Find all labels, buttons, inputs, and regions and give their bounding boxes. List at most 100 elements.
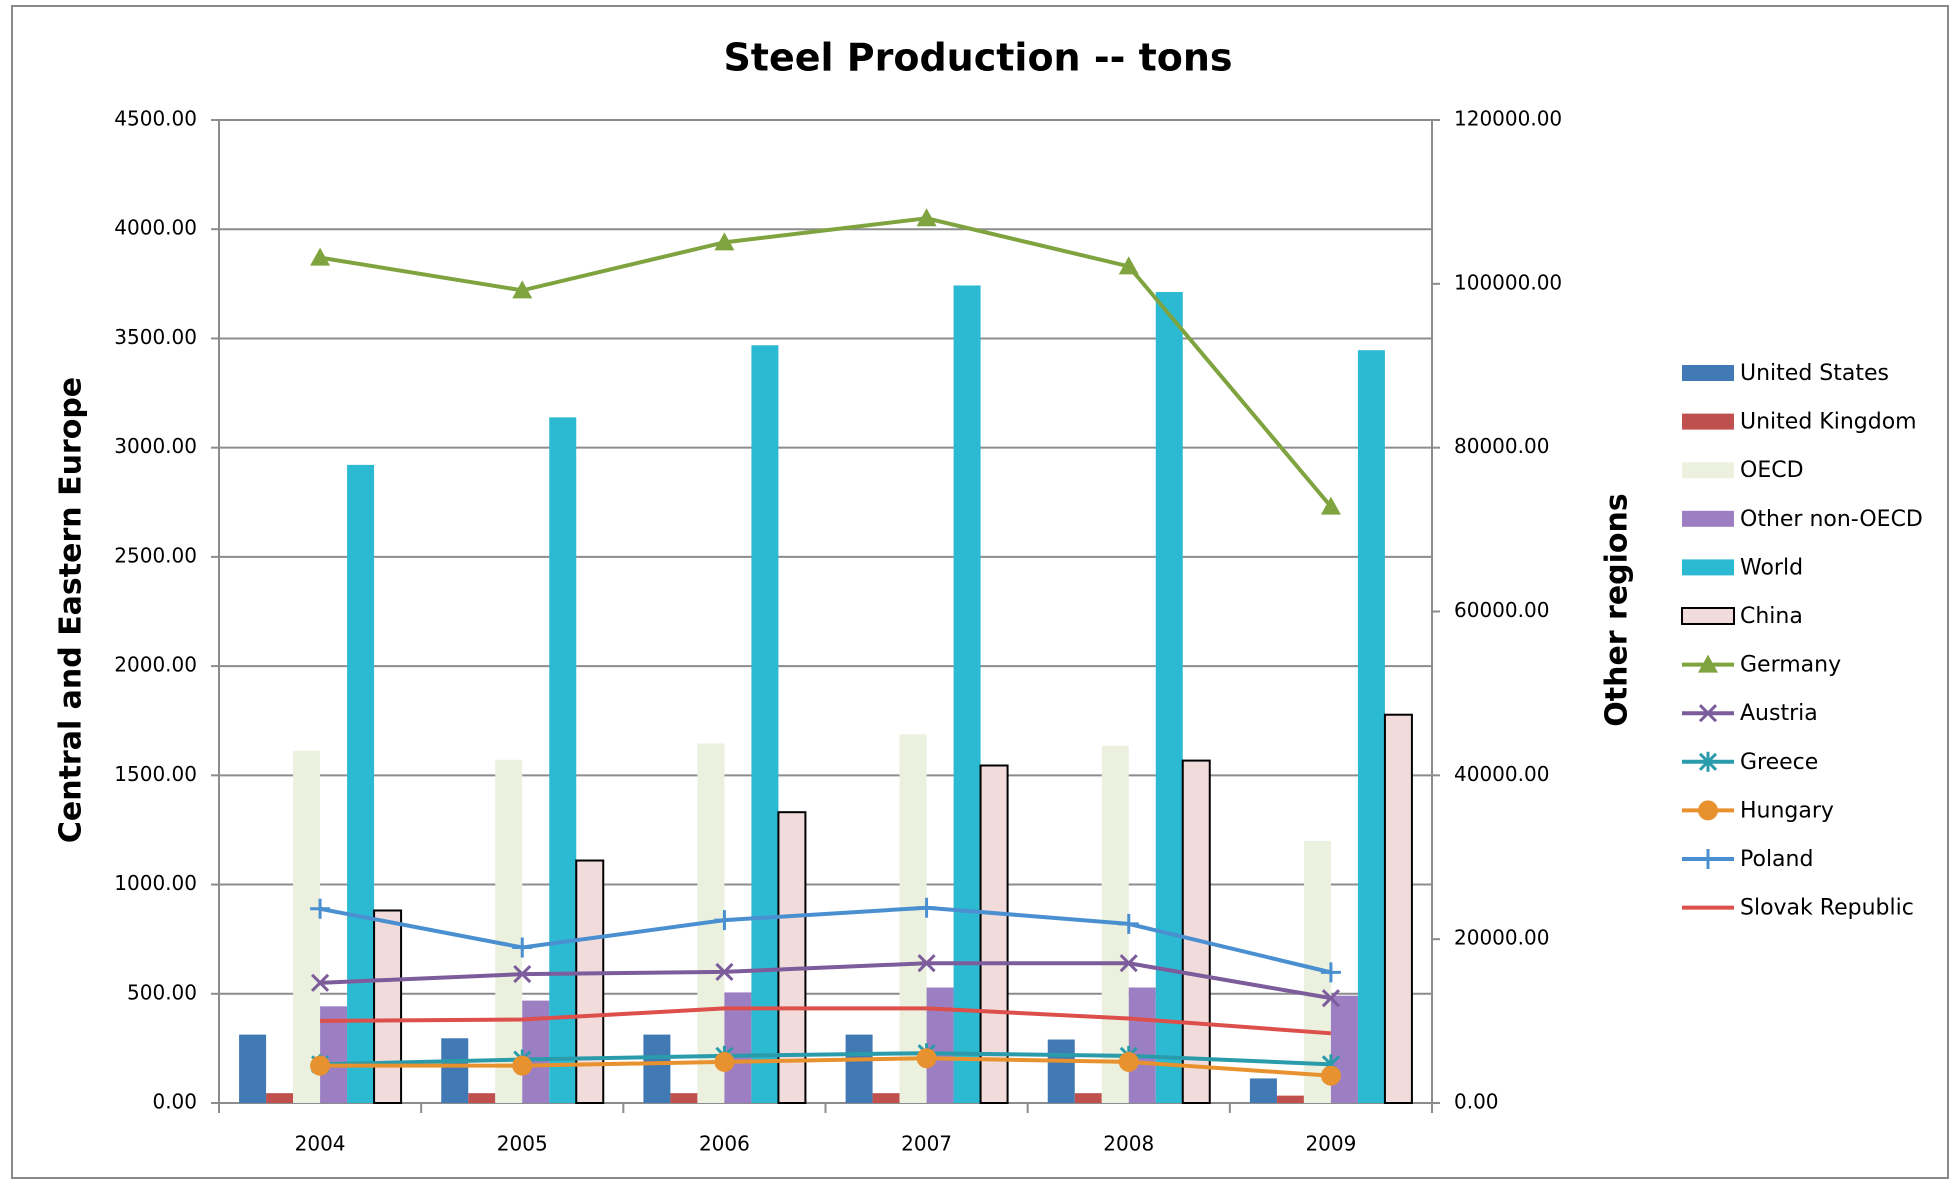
- marker-shape: [1321, 989, 1340, 1008]
- marker: [1118, 1051, 1139, 1072]
- chart-title: Steel Production -- tons: [723, 36, 1232, 80]
- marker-shape: [1698, 704, 1718, 723]
- marker: [1321, 989, 1340, 1008]
- legend-item: Poland: [1682, 847, 1813, 872]
- marker-shape: [1698, 800, 1718, 821]
- bar: [347, 464, 375, 1104]
- marker-shape: [916, 1048, 937, 1069]
- chart-border: [11, 5, 1949, 1179]
- y2-tick-label: 0.00: [1454, 1090, 1499, 1114]
- bar: [724, 992, 752, 1103]
- marker: [714, 910, 735, 931]
- bar: [266, 1093, 294, 1103]
- x-tick-label: 2005: [497, 1132, 548, 1156]
- marker: [1698, 704, 1718, 723]
- y-tick-label: 1000.00: [114, 871, 197, 895]
- bar: [1181, 759, 1211, 1104]
- legend-swatch: [1681, 607, 1735, 625]
- marker: [1698, 800, 1718, 821]
- legend-label: World: [1740, 555, 1803, 580]
- y-tick-label: 2000.00: [114, 653, 197, 677]
- y-tick-label: 500.00: [127, 980, 197, 1004]
- marker: [714, 232, 735, 251]
- y-axis-title: Central and Eastern Europe: [54, 377, 89, 843]
- marker-shape: [714, 1051, 735, 1072]
- bar: [1155, 292, 1183, 1103]
- legend-label: United Kingdom: [1740, 410, 1917, 435]
- bar: [979, 764, 1009, 1105]
- y-tick-label: 2500.00: [114, 543, 197, 567]
- x-tick-label: 2009: [1305, 1132, 1356, 1156]
- bar: [872, 1093, 900, 1103]
- marker-shape: [512, 1055, 533, 1076]
- marker-shape: [1698, 654, 1718, 673]
- legend-item: Hungary: [1682, 798, 1834, 823]
- y2-axis-title: Other regions: [1600, 493, 1635, 727]
- bar: [1047, 1039, 1075, 1103]
- marker-shape: [512, 280, 533, 299]
- bar: [1128, 987, 1156, 1103]
- marker-shape: [310, 1055, 331, 1076]
- x-tick-label: 2007: [901, 1132, 952, 1156]
- marker-shape: [310, 247, 331, 266]
- bar: [1383, 713, 1413, 1105]
- marker-shape: [714, 232, 735, 251]
- y2-tick-label: 40000.00: [1454, 762, 1549, 786]
- marker: [512, 937, 533, 958]
- marker-shape: [310, 898, 331, 919]
- marker-shape: [1320, 496, 1341, 515]
- marker: [916, 897, 937, 918]
- marker-shape: [512, 937, 533, 958]
- marker: [512, 1055, 533, 1076]
- marker: [1320, 962, 1341, 983]
- line: [320, 1056, 1332, 1078]
- marker: [916, 1048, 937, 1069]
- marker-shape: [1119, 954, 1138, 973]
- marker-shape: [1320, 962, 1341, 983]
- marker: [715, 962, 734, 981]
- marker: [714, 1051, 735, 1072]
- x-tick-label: 2004: [295, 1132, 346, 1156]
- marker-shape: [917, 954, 936, 973]
- legend-item: United Kingdom: [1682, 410, 1917, 435]
- legend-item: OECD: [1682, 458, 1804, 483]
- legend-item: Slovak Republic: [1682, 896, 1914, 921]
- bar: [643, 1034, 671, 1103]
- legend-label: Greece: [1740, 750, 1818, 775]
- marker-shape: [1698, 751, 1718, 772]
- legend-label: United States: [1740, 361, 1889, 386]
- marker: [310, 1055, 331, 1076]
- bar: [495, 759, 523, 1103]
- marker: [1698, 654, 1718, 673]
- marker: [916, 208, 937, 227]
- marker: [1320, 496, 1341, 515]
- marker: [310, 898, 331, 919]
- bar: [845, 1034, 873, 1103]
- marker: [1698, 751, 1718, 772]
- bar: [899, 734, 927, 1103]
- legend-swatch: [1682, 365, 1734, 381]
- x-tick-label: 2006: [699, 1132, 750, 1156]
- y2-tick-label: 60000.00: [1454, 598, 1549, 622]
- marker-shape: [1320, 1065, 1341, 1086]
- y2-tick-label: 20000.00: [1454, 926, 1549, 950]
- y-tick-label: 4500.00: [114, 107, 197, 131]
- bar: [1276, 1095, 1304, 1103]
- marker-shape: [1698, 849, 1718, 869]
- bar: [441, 1038, 469, 1103]
- legend-swatch: [1682, 462, 1734, 479]
- legend-label: Austria: [1740, 701, 1818, 726]
- y-tick-label: 3000.00: [114, 434, 197, 458]
- x-tick-label: 2008: [1103, 1132, 1154, 1156]
- legend-label: Hungary: [1740, 798, 1834, 823]
- bar: [953, 285, 981, 1103]
- bar: [239, 1034, 267, 1103]
- bar: [1074, 1093, 1102, 1103]
- y2-tick-label: 100000.00: [1454, 270, 1562, 294]
- marker-shape: [1118, 256, 1139, 275]
- legend-item: Germany: [1682, 653, 1841, 678]
- legend-label: OECD: [1740, 458, 1804, 483]
- marker: [1320, 1065, 1341, 1086]
- legend-swatch: [1682, 413, 1734, 430]
